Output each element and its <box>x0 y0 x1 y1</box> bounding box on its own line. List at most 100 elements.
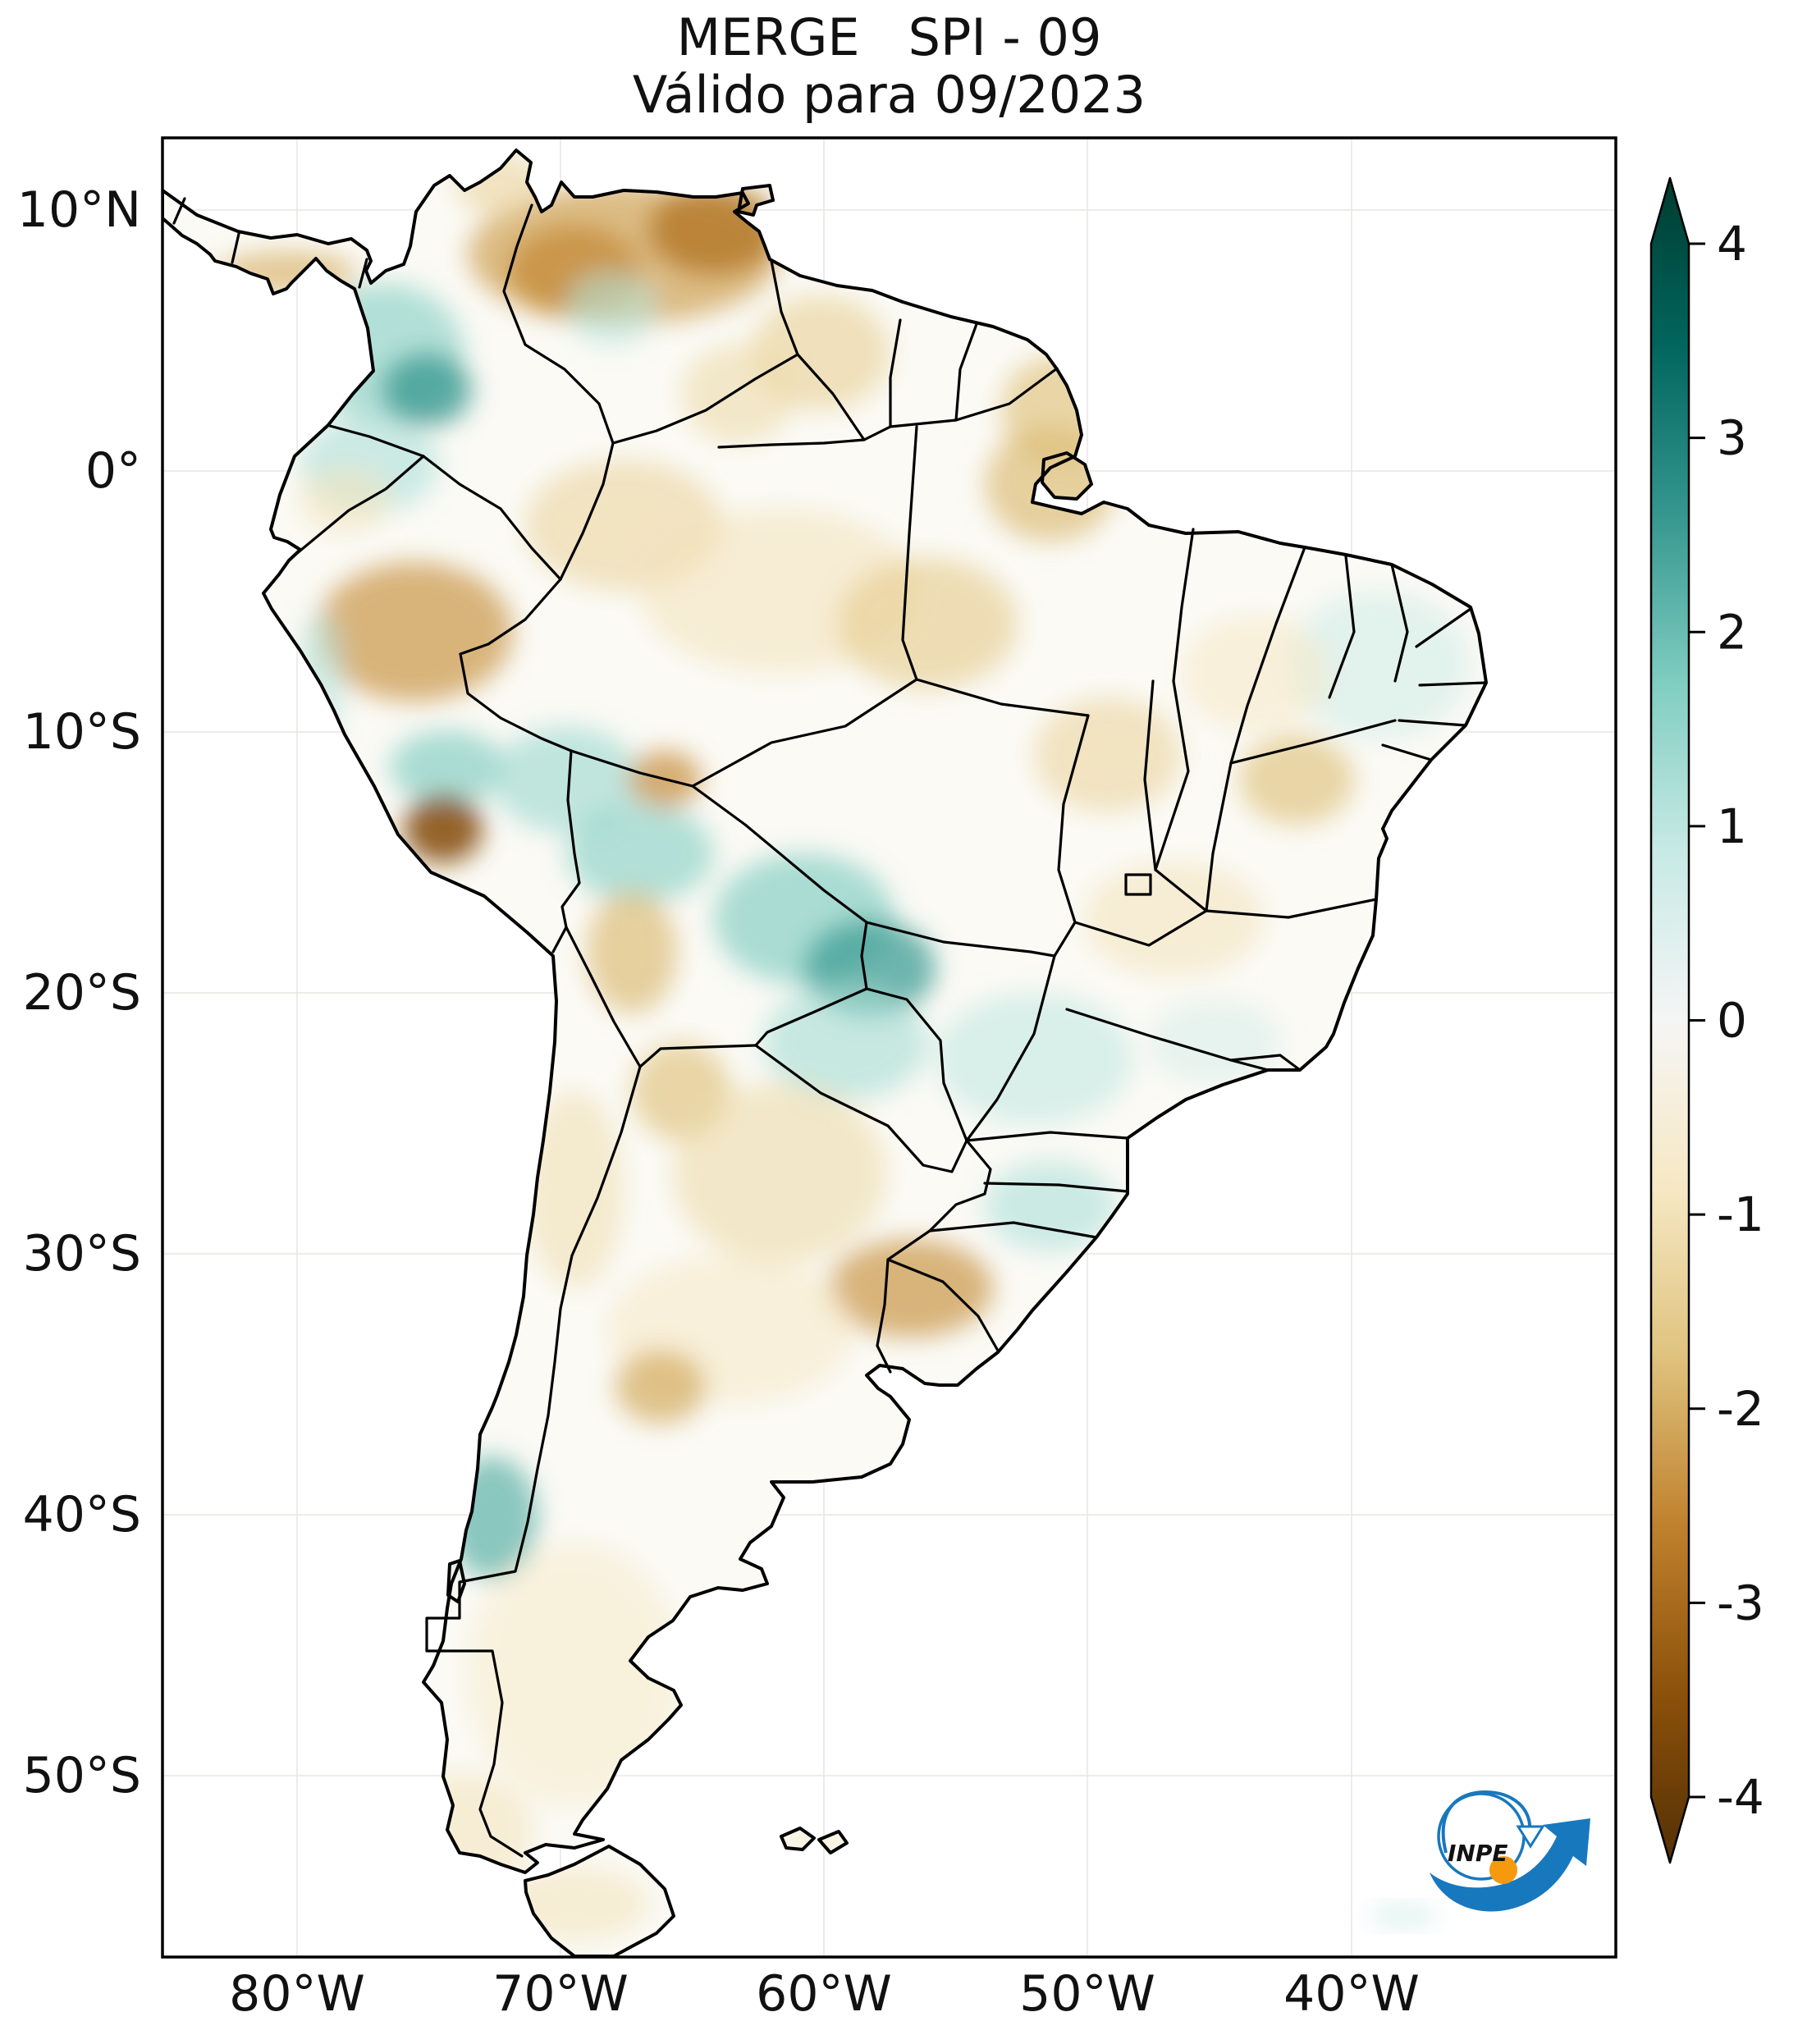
border-line <box>889 418 958 428</box>
border-line <box>954 322 978 422</box>
border-line <box>559 441 615 581</box>
border-line <box>1229 719 1397 765</box>
border-line <box>1398 719 1467 727</box>
logo-swoosh-arrow-icon <box>1430 1818 1590 1912</box>
border-line <box>1415 607 1472 648</box>
border-line <box>1418 681 1488 687</box>
spi-region-sp-teal <box>936 993 1132 1124</box>
logo-orange-dot <box>1489 1856 1517 1884</box>
border-line <box>1205 898 1378 919</box>
colorbar-tick-label: 2 <box>1717 604 1747 660</box>
spi-region-cuyo-tan <box>525 1091 624 1288</box>
border-line <box>1205 761 1233 912</box>
landmass <box>162 149 1488 1957</box>
border-line <box>290 455 425 560</box>
border-line <box>1229 546 1306 765</box>
spi-region-paraguay-teal <box>763 985 927 1100</box>
map-frame <box>161 136 1617 1959</box>
spi-region-peru-south-teal <box>390 730 505 804</box>
colorbar: 4 3 2 1 0 -1 -2 -3 -4 <box>1649 176 1764 1864</box>
border-line <box>717 438 866 449</box>
border-line <box>1154 679 1190 871</box>
ocean-raster-artifact <box>1369 1906 1438 1926</box>
border-line <box>551 926 568 953</box>
country-state-borders <box>172 197 1488 1858</box>
spi-region-ne-coast-teal <box>1288 591 1469 738</box>
border-line <box>886 1139 992 1261</box>
spi-region-bolivia-teal <box>492 726 640 833</box>
spi-region-bahia-brown <box>1239 734 1354 825</box>
border-line <box>796 353 892 441</box>
border-line <box>1172 528 1195 683</box>
y-tick-label: 10°S <box>23 703 141 761</box>
colorbar-tick-label: -1 <box>1717 1187 1764 1242</box>
border-line <box>425 1065 642 1858</box>
y-tick-label: 30°S <box>23 1225 141 1283</box>
y-tick-label: 10°N <box>17 181 141 239</box>
spi-region-ceara-piaui-tan <box>1182 615 1329 730</box>
spi-region-para-east-brown <box>985 427 1116 542</box>
spi-region-ocean-artifact-teal <box>1369 1906 1438 1926</box>
y-axis-latitude: 10°N 0° 10°S 20°S 30°S 40°S 50°S <box>17 181 141 1804</box>
colorbar-tick-label: 0 <box>1717 993 1747 1049</box>
border-line <box>865 987 968 1142</box>
border-line <box>1229 1054 1302 1072</box>
x-tick-label: 70°W <box>492 1965 629 2023</box>
spi-region-tocantins-tan <box>1034 697 1182 812</box>
border-line <box>1053 921 1077 958</box>
spi-region-peru-north-brown <box>316 562 513 702</box>
border-line <box>928 1221 1098 1239</box>
border-line <box>886 1258 1000 1352</box>
spi-region-peru-highlands-dark <box>404 794 483 863</box>
border-line <box>1073 909 1208 947</box>
x-tick-label: 60°W <box>756 1965 892 2023</box>
spi-region-para-south-brown <box>837 558 1018 689</box>
colorbar-tick-label: 3 <box>1717 410 1747 466</box>
spi-region-colombia-teal-core <box>382 353 472 427</box>
border-line <box>954 367 1059 422</box>
spi-region-bolivia-sw-brown <box>587 890 677 1013</box>
border-line <box>876 1258 892 1374</box>
colorbar-tick-label: -3 <box>1717 1575 1764 1630</box>
x-axis-longitude: 80°W 70°W 60°W 50°W 40°W <box>229 1965 1420 2023</box>
spi-region-guyana-highlands-teal <box>566 271 657 345</box>
border-line <box>172 197 186 225</box>
spi-region-bolivia-teal-2 <box>566 804 714 903</box>
border-line <box>901 425 918 681</box>
border-line <box>1328 555 1356 699</box>
border-line <box>328 424 425 458</box>
border-line <box>983 1182 1129 1193</box>
border-line <box>1065 1008 1270 1072</box>
border-line <box>1381 743 1433 761</box>
border-line <box>422 455 562 581</box>
border-line <box>1057 714 1090 924</box>
spi-region-uruguay-brown <box>829 1239 993 1338</box>
y-tick-label: 0° <box>85 442 141 500</box>
spi-region-minas-tan <box>1083 862 1264 976</box>
border-line <box>570 749 868 990</box>
logo-spiral-icon <box>1441 1790 1532 1854</box>
border-line <box>565 926 642 1068</box>
border-line <box>1154 868 1208 912</box>
border-line <box>638 1044 757 1068</box>
x-tick-label: 80°W <box>229 1965 365 2023</box>
border-line <box>754 1044 968 1173</box>
border-line <box>965 954 1056 1142</box>
border-line <box>502 203 615 445</box>
y-tick-label: 40°S <box>23 1486 141 1543</box>
inpe-logo: INPE <box>1430 1790 1590 1912</box>
border-line <box>560 749 581 929</box>
border-line <box>754 987 868 1047</box>
colorbar-tick-label: 4 <box>1717 216 1747 272</box>
chart-subtitle: Válido para 09/2023 <box>632 65 1146 125</box>
colorbar-gradient-bar <box>1649 176 1690 1864</box>
colorbar-tick-label: -2 <box>1717 1381 1764 1437</box>
spi-region-chile-south-tan <box>386 1772 533 1887</box>
border-line <box>770 259 799 356</box>
x-tick-label: 40°W <box>1283 1965 1420 2023</box>
logo-small-arrow-icon <box>1516 1825 1545 1849</box>
colorbar-ticks: 4 3 2 1 0 -1 -2 -3 -4 <box>1689 216 1764 1825</box>
spi-region-buenos-aires-spot <box>615 1350 706 1424</box>
colorbar-tick-label: 1 <box>1717 798 1747 854</box>
